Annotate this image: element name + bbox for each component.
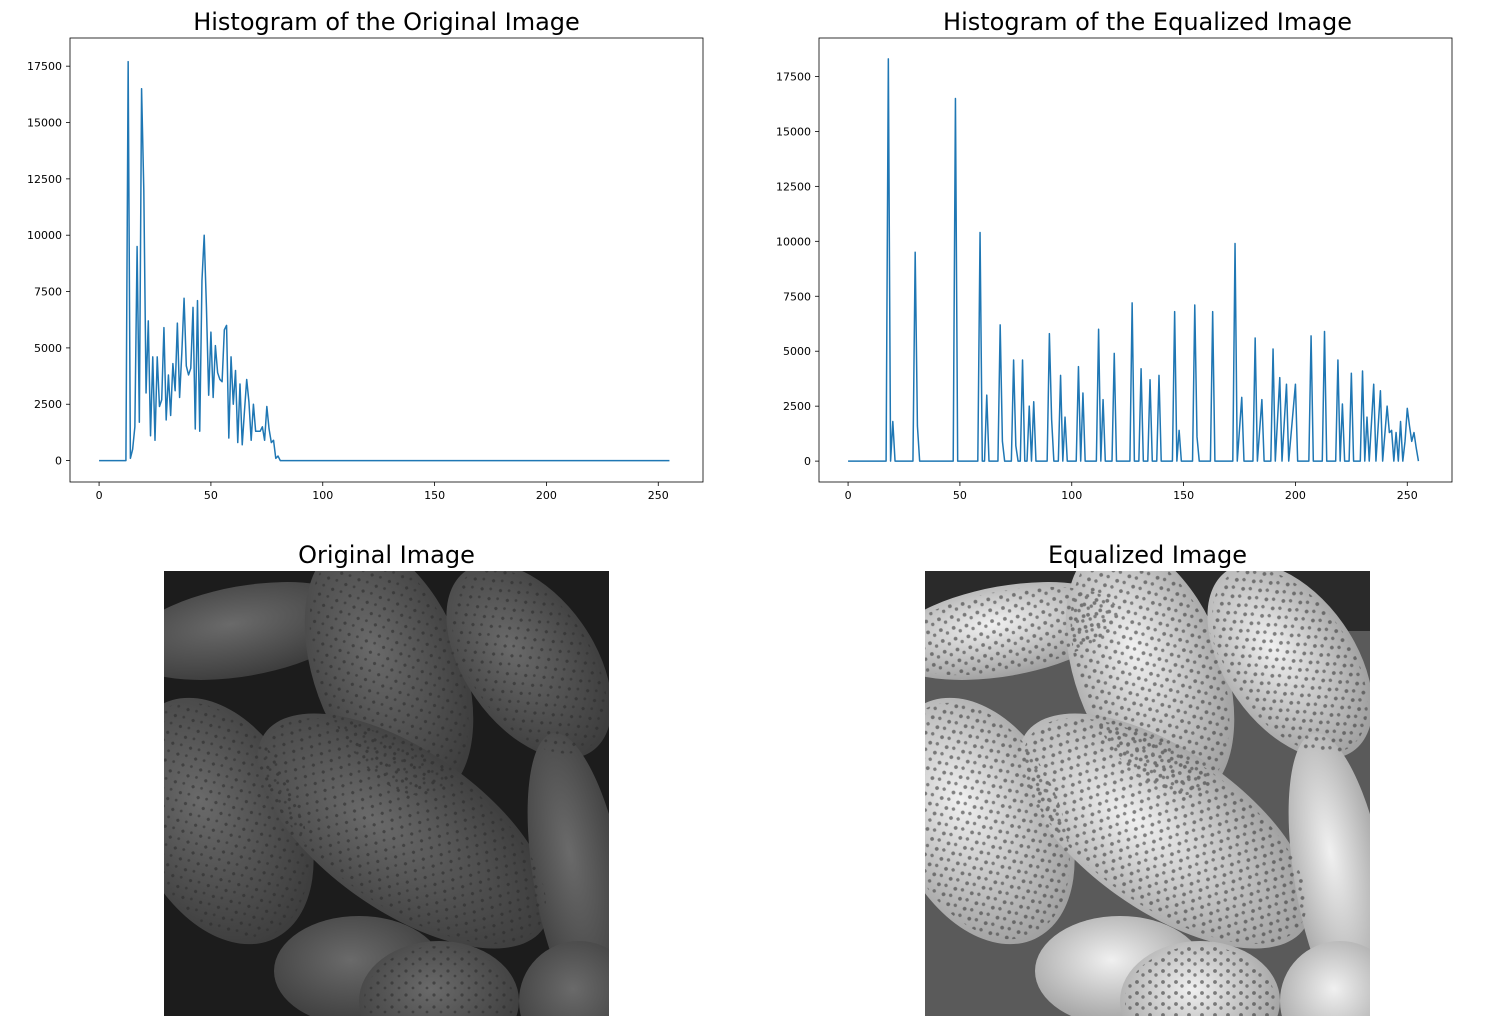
y-tick-label: 0	[804, 455, 811, 468]
x-tick-label: 250	[1397, 489, 1418, 502]
y-tick-label: 5000	[34, 342, 62, 355]
x-tick-label: 200	[536, 489, 557, 502]
equalized-image-title: Equalized Image	[1047, 541, 1248, 569]
y-tick-label: 12500	[776, 180, 811, 193]
plot-frame	[69, 37, 704, 483]
original-image	[164, 571, 609, 1016]
histogram-series-line	[99, 60, 670, 462]
original-histogram-title: Histogram of the Original Image	[193, 8, 580, 36]
x-tick-label: 250	[648, 489, 669, 502]
x-tick-label: 50	[204, 489, 218, 502]
y-tick-label: 5000	[783, 345, 811, 358]
x-tick-label: 100	[312, 489, 333, 502]
y-tick-label: 7500	[34, 286, 62, 299]
x-tick-label: 0	[845, 489, 852, 502]
equalized-histogram-title: Histogram of the Equalized Image	[943, 8, 1352, 36]
y-tick-label: 17500	[776, 70, 811, 83]
y-tick-label: 0	[55, 455, 62, 468]
plot-frame	[818, 37, 1453, 483]
x-tick-label: 150	[1173, 489, 1194, 502]
original-image-title: Original Image	[298, 541, 475, 569]
histogram-series-line	[848, 58, 1420, 462]
y-tick-label: 12500	[27, 173, 62, 186]
y-tick-label: 10000	[776, 235, 811, 248]
y-tick-label: 2500	[783, 400, 811, 413]
original-histogram-chart: 0 50 100 150 200 2500250050007500100001250015…	[27, 37, 704, 502]
y-tick-label: 10000	[27, 229, 62, 242]
x-tick-label: 100	[1061, 489, 1082, 502]
y-tick-label: 15000	[27, 117, 62, 130]
x-tick-label: 0	[96, 489, 103, 502]
y-tick-label: 17500	[27, 60, 62, 73]
y-tick-label: 7500	[783, 290, 811, 303]
x-tick-label: 50	[953, 489, 967, 502]
y-tick-label: 2500	[34, 398, 62, 411]
equalized-image	[925, 571, 1370, 1016]
equalized-histogram-chart: 0 50 100 150 200 2500250050007500100001250015…	[776, 37, 1453, 502]
x-tick-label: 200	[1285, 489, 1306, 502]
y-tick-label: 15000	[776, 125, 811, 138]
x-tick-label: 150	[424, 489, 445, 502]
